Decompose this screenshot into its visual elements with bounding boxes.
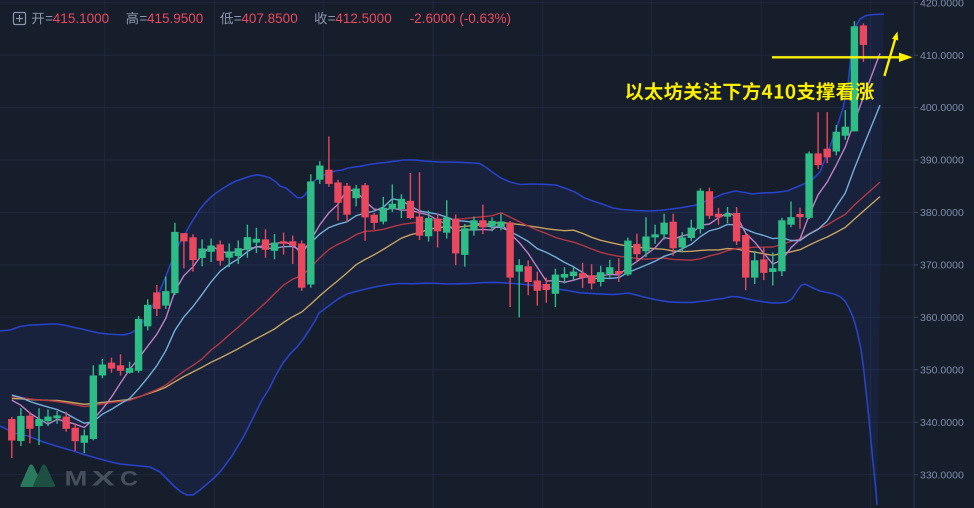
svg-text:370.0000: 370.0000 (920, 260, 964, 272)
svg-text:X: X (92, 467, 116, 491)
svg-text:-2.6000 (-0.63%): -2.6000 (-0.63%) (410, 11, 511, 26)
svg-text:=: = (139, 11, 147, 26)
svg-text:=: = (234, 11, 242, 26)
svg-text:420.0000: 420.0000 (920, 0, 964, 9)
svg-text:350.0000: 350.0000 (920, 364, 964, 376)
svg-text:400.0000: 400.0000 (920, 102, 964, 114)
svg-text:C: C (120, 467, 138, 491)
svg-text:=: = (328, 11, 336, 26)
svg-text:M: M (65, 467, 88, 491)
svg-text:390.0000: 390.0000 (920, 155, 964, 167)
svg-text:410.0000: 410.0000 (920, 50, 964, 62)
svg-text:340.0000: 340.0000 (920, 417, 964, 429)
svg-text:415.1000: 415.1000 (53, 11, 109, 26)
svg-text:380.0000: 380.0000 (920, 207, 964, 219)
svg-text:360.0000: 360.0000 (920, 312, 964, 324)
svg-text:415.9500: 415.9500 (147, 11, 203, 26)
svg-text:330.0000: 330.0000 (920, 469, 964, 481)
svg-text:407.8500: 407.8500 (241, 11, 297, 26)
svg-text:412.5000: 412.5000 (335, 11, 391, 26)
svg-text:=: = (45, 11, 53, 26)
